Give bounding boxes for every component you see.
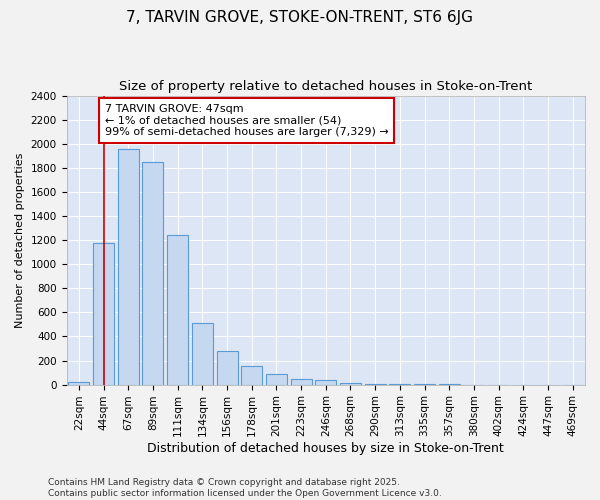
Bar [266, 374, 287, 384]
Bar [93, 243, 114, 384]
Text: 7 TARVIN GROVE: 47sqm
← 1% of detached houses are smaller (54)
99% of semi-detac: 7 TARVIN GROVE: 47sqm ← 1% of detached h… [105, 104, 389, 137]
Bar [167, 236, 188, 384]
Bar [217, 352, 238, 384]
Bar [142, 162, 163, 384]
Bar [68, 382, 89, 384]
Bar [315, 380, 336, 384]
X-axis label: Distribution of detached houses by size in Stoke-on-Trent: Distribution of detached houses by size … [148, 442, 504, 455]
Text: 7, TARVIN GROVE, STOKE-ON-TRENT, ST6 6JG: 7, TARVIN GROVE, STOKE-ON-TRENT, ST6 6JG [127, 10, 473, 25]
Text: Contains HM Land Registry data © Crown copyright and database right 2025.
Contai: Contains HM Land Registry data © Crown c… [48, 478, 442, 498]
Bar [192, 322, 213, 384]
Bar [290, 378, 311, 384]
Bar [241, 366, 262, 384]
Y-axis label: Number of detached properties: Number of detached properties [15, 152, 25, 328]
Title: Size of property relative to detached houses in Stoke-on-Trent: Size of property relative to detached ho… [119, 80, 532, 93]
Bar [118, 148, 139, 384]
